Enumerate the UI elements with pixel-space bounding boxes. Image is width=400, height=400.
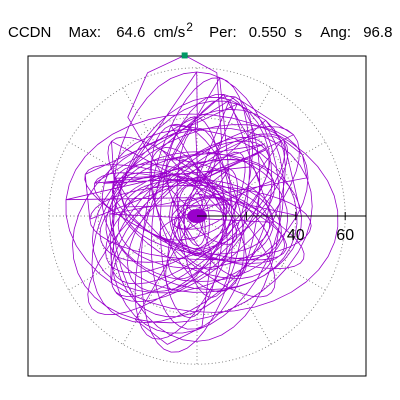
trace-path <box>65 55 339 353</box>
radial-tick-label: 40 <box>287 227 305 244</box>
radial-axis: 40 60 <box>197 212 366 244</box>
header-readout: CCDN Max: 64.6 cm/s2 Per: 0.550 s Ang: 9… <box>8 21 392 40</box>
grid-spoke-210 <box>68 215 198 291</box>
max-marker-layer <box>181 52 188 59</box>
period-unit: s <box>294 24 303 41</box>
station-code: CCDN <box>8 24 52 41</box>
grid-spoke-330 <box>196 215 326 291</box>
max-label: Max: <box>68 24 102 41</box>
grid-spoke-300 <box>196 215 272 345</box>
max-value: 64.6 <box>116 24 146 41</box>
grid-spoke-120 <box>122 87 198 217</box>
period-label: Per: <box>209 24 237 41</box>
grid-spoke-240 <box>122 215 198 345</box>
max-unit-exponent: 2 <box>186 20 193 34</box>
max-point-marker <box>181 52 188 59</box>
grid-spoke-60 <box>196 87 272 217</box>
angle-label: Ang: <box>320 24 352 41</box>
period-value: 0.550 <box>248 24 287 41</box>
angle-value: 96.8 <box>363 24 393 41</box>
max-unit: cm/s2 <box>153 20 193 41</box>
radial-tick-label: 60 <box>336 227 354 244</box>
